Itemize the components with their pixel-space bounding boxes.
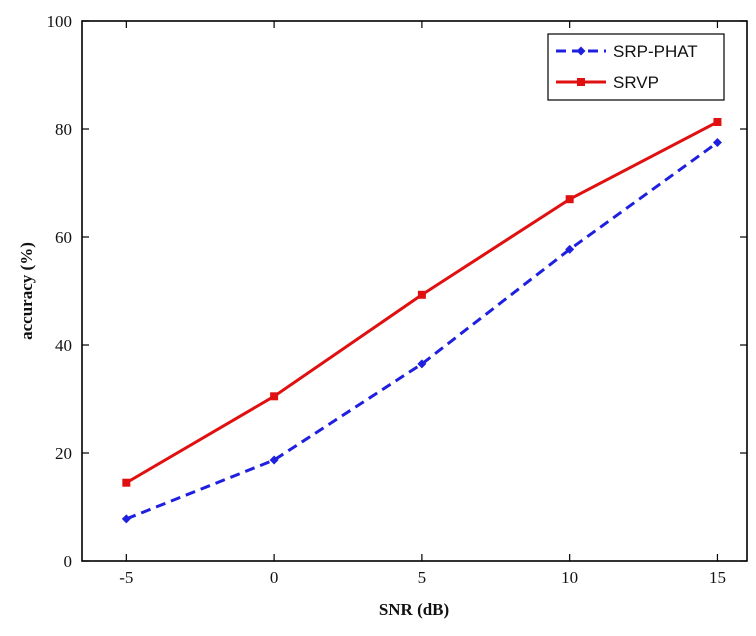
y-tick-label: 0	[64, 552, 73, 571]
y-tick-label: 80	[55, 120, 72, 139]
data-point	[712, 138, 722, 147]
series-line	[125, 141, 719, 521]
data-point	[269, 455, 279, 465]
series-srvp	[122, 117, 722, 487]
data-point	[713, 117, 722, 126]
data-point	[121, 514, 131, 524]
x-axis-title: SNR (dB)	[379, 600, 449, 619]
legend-box	[547, 33, 725, 101]
legend-label: SRP-PHAT	[613, 42, 698, 61]
data-point	[417, 290, 426, 299]
y-axis-title: accuracy (%)	[17, 242, 36, 340]
x-tick-label: 15	[709, 568, 726, 587]
data-point	[270, 392, 279, 401]
series-layer	[121, 117, 722, 524]
x-tick-label: 10	[561, 568, 578, 587]
legend-marker	[576, 46, 586, 56]
x-tick-label: 0	[270, 568, 279, 587]
legend-marker	[577, 78, 585, 86]
data-point	[122, 478, 131, 487]
y-tick-label: 40	[55, 336, 72, 355]
x-tick-label: -5	[119, 568, 133, 587]
legend-label: SRVP	[613, 73, 659, 92]
data-point	[565, 244, 575, 254]
y-tick-label: 60	[55, 228, 72, 247]
plot-area	[81, 20, 748, 562]
data-point	[565, 195, 574, 204]
y-tick-label: 100	[47, 12, 73, 31]
series-srp-phat	[121, 138, 722, 524]
data-point	[417, 359, 427, 369]
y-tick-label: 20	[55, 444, 72, 463]
x-tick-label: 5	[418, 568, 427, 587]
legend: SRP-PHAT SRVP	[547, 33, 725, 101]
axis-ticks: -5 0 5 10 15 0 20 40 60 80 100	[47, 12, 747, 587]
